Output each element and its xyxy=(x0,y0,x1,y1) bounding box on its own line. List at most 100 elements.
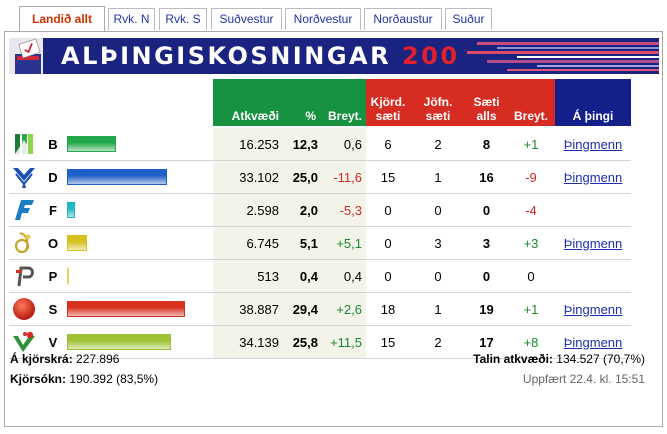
tab-divider xyxy=(4,31,663,32)
mps-cell xyxy=(555,259,631,293)
party-letter: S xyxy=(39,292,67,326)
total-seats-cell: 17 xyxy=(466,325,507,359)
party-letter: P xyxy=(39,259,67,293)
results-table: Atkvæði % Breyt. Kjörd. sæti Jöfn. sæti Sæ… xyxy=(9,79,631,359)
header-total-seats-line1: Sæti xyxy=(473,95,500,109)
liberal-party-logo-icon xyxy=(15,200,34,220)
tab-sudur[interactable]: Suður xyxy=(445,8,492,30)
pct-cell: 29,4 xyxy=(283,292,322,326)
header-pct: % xyxy=(283,79,322,128)
change-cell: 0,6 xyxy=(322,127,366,161)
pct-cell: 25,0 xyxy=(283,160,322,194)
header-change: Breyt. xyxy=(322,79,366,128)
seat-change-cell: 0 xyxy=(507,259,555,293)
header-constituency-seats-line2: sæti xyxy=(375,109,401,123)
party-logo-cell: progressive-party-logo xyxy=(9,127,39,161)
independence-party-logo-icon xyxy=(13,168,35,188)
party-row-f: liberal-party-logo F 2.598 2,0 -5,3 0 0 … xyxy=(9,193,631,227)
constituency-seats-cell: 15 xyxy=(366,160,410,194)
party-row-v: left-green-movement-logo V 34.139 25,8 +… xyxy=(9,325,631,359)
vote-share-bar-cell xyxy=(67,193,213,227)
leveling-seats-cell: 3 xyxy=(410,226,466,260)
mps-cell: Þingmenn xyxy=(555,226,631,260)
vote-share-bar-cell xyxy=(67,127,213,161)
table-header: Atkvæði % Breyt. Kjörd. sæti Jöfn. sæti Sæ… xyxy=(9,79,631,128)
vote-share-bar xyxy=(67,202,75,218)
social-democratic-alliance-logo-icon xyxy=(13,298,35,320)
mps-cell: Þingmenn xyxy=(555,160,631,194)
vote-share-bar xyxy=(67,169,167,185)
vote-share-bar xyxy=(67,235,87,251)
party-row-d: independence-party-logo D 33.102 25,0 -1… xyxy=(9,160,631,194)
tab-sudvestur[interactable]: Suðvestur xyxy=(211,8,282,30)
total-seats-cell: 3 xyxy=(466,226,507,260)
tab-rvk-s[interactable]: Rvk. S xyxy=(159,8,207,30)
vote-share-bar-cell xyxy=(67,292,213,326)
leveling-seats-cell: 0 xyxy=(410,193,466,227)
total-seats-cell: 16 xyxy=(466,160,507,194)
turnout-label: Kjörsókn: xyxy=(10,372,67,386)
tab-landid-allt[interactable]: Landið allt xyxy=(19,6,105,31)
party-letter: V xyxy=(39,325,67,359)
tab-rvk-n[interactable]: Rvk. N xyxy=(108,8,155,30)
election-banner: ALÞINGISKOSNINGAR 2009 xyxy=(9,38,659,74)
change-cell: 0,4 xyxy=(322,259,366,293)
votes-cell: 16.253 xyxy=(213,127,283,161)
party-logo-cell: left-green-movement-logo xyxy=(9,325,39,359)
banner-title: ALÞINGISKOSNINGAR 2009 xyxy=(61,41,479,71)
header-leveling-seats-line2: sæti xyxy=(425,109,451,123)
votes-cell: 38.887 xyxy=(213,292,283,326)
pct-cell: 0,4 xyxy=(283,259,322,293)
party-logo-cell: democracy-movement-logo xyxy=(9,259,39,293)
constituency-seats-cell: 0 xyxy=(366,259,410,293)
counted-label: Talin atkvæði: xyxy=(473,352,553,366)
party-logo-cell: social-democratic-alliance-logo xyxy=(9,292,39,326)
header-leveling-seats-line1: Jöfn. xyxy=(423,95,453,109)
seat-change-cell: +3 xyxy=(507,226,555,260)
mps-link[interactable]: Þingmenn xyxy=(563,334,623,350)
tab-nordaustur[interactable]: Norðaustur xyxy=(364,8,442,30)
constituency-seats-cell: 15 xyxy=(366,325,410,359)
change-cell: +5,1 xyxy=(322,226,366,260)
leveling-seats-cell: 2 xyxy=(410,127,466,161)
total-seats-cell: 0 xyxy=(466,193,507,227)
counted-votes: Talin atkvæði: 134.527 (70,7%) xyxy=(473,352,645,367)
header-spacer xyxy=(9,79,213,128)
constituency-seats-cell: 6 xyxy=(366,127,410,161)
counted-value: 134.527 (70,7%) xyxy=(556,352,645,366)
votes-cell: 33.102 xyxy=(213,160,283,194)
mps-link[interactable]: Þingmenn xyxy=(563,169,623,185)
leveling-seats-cell: 1 xyxy=(410,160,466,194)
seat-change-cell: +1 xyxy=(507,292,555,326)
tab-nordvestur[interactable]: Norðvestur xyxy=(285,8,361,30)
header-constituency-seats: Kjörd. sæti xyxy=(366,79,410,128)
last-updated: Uppfært 22.4. kl. 15:51 xyxy=(522,372,645,386)
mps-link[interactable]: Þingmenn xyxy=(563,235,623,251)
header-total-seats: Sæti alls xyxy=(466,79,507,128)
total-seats-cell: 8 xyxy=(466,127,507,161)
votes-cell: 2.598 xyxy=(213,193,283,227)
pct-cell: 12,3 xyxy=(283,127,322,161)
democracy-movement-logo-icon xyxy=(16,266,34,287)
party-row-o: citizens-movement-logo O 6.745 5,1 +5,1 … xyxy=(9,226,631,260)
registered-voters: Á kjörskrá: 227.896 xyxy=(10,352,119,367)
header-votes: Atkvæði xyxy=(213,79,283,128)
turnout: Kjörsókn: 190.392 (83,5%) xyxy=(10,372,158,387)
constituency-seats-cell: 0 xyxy=(366,226,410,260)
mps-link[interactable]: Þingmenn xyxy=(563,136,623,152)
vote-share-bar-cell xyxy=(67,259,213,293)
header-seat-change: Breyt. xyxy=(507,79,555,128)
mps-link[interactable]: Þingmenn xyxy=(563,301,623,317)
seat-change-cell: +8 xyxy=(507,325,555,359)
vote-share-bar-cell xyxy=(67,160,213,194)
votes-cell: 513 xyxy=(213,259,283,293)
party-letter: B xyxy=(39,127,67,161)
header-leveling-seats: Jöfn. sæti xyxy=(410,79,466,128)
citizens-movement-logo-icon xyxy=(14,232,31,254)
constituency-seats-cell: 18 xyxy=(366,292,410,326)
mps-cell: Þingmenn xyxy=(555,127,631,161)
header-total-seats-line2: alls xyxy=(476,109,497,123)
seat-change-cell: -4 xyxy=(507,193,555,227)
header-in-parliament: Á þingi xyxy=(555,79,631,128)
vote-share-bar xyxy=(67,268,69,284)
